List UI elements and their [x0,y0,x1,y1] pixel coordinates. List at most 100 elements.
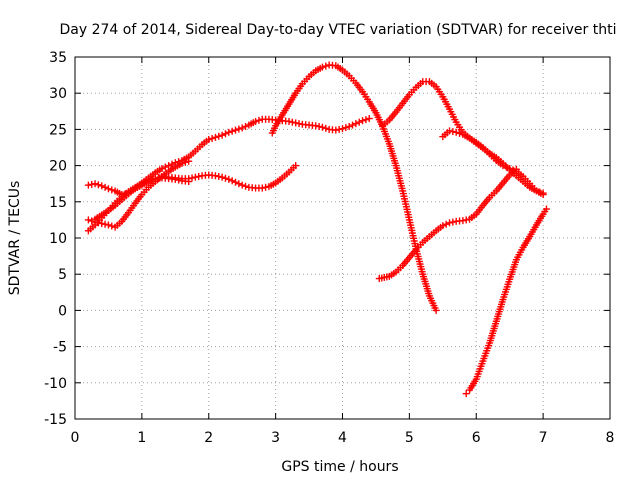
point-marker [355,118,363,126]
data-point [506,164,514,172]
data-series [84,162,300,199]
data-point [211,133,219,141]
point-marker [221,130,229,138]
x-tick-labels: 0 1 2 3 4 5 6 7 8 [71,430,615,446]
point-marker [255,116,263,124]
data-point [446,219,453,227]
data-series [462,205,550,398]
data-point [332,126,340,134]
data-point [258,184,266,192]
y-tick-label: -15 [44,412,67,428]
data-point [542,205,550,213]
chart-title: Day 274 of 2014, Sidereal Day-to-day VTE… [60,22,617,38]
data-point [532,187,540,195]
point-marker [462,216,470,224]
data-series [379,78,547,199]
data-point [232,126,239,134]
y-tick-label: 25 [49,122,67,138]
data-point [439,222,447,230]
x-tick-label: 1 [137,430,146,446]
point-marker [108,186,116,194]
x-axis-label: GPS time / hours [281,459,398,475]
data-point [352,120,360,128]
data-point [452,128,460,136]
data-point [205,136,213,144]
y-tick-labels: -15 -10 -5 0 5 10 15 20 25 30 35 [44,50,67,428]
point-marker [235,180,243,188]
point-marker [315,123,323,131]
data-point [318,63,326,71]
point-marker [362,116,370,124]
y-tick-label: 5 [58,267,67,283]
point-marker [322,62,330,70]
data-point [104,185,112,193]
point-marker [101,220,109,228]
point-marker [262,183,270,191]
x-tick-label: 2 [204,430,213,446]
point-marker [215,172,223,180]
data-marks [84,61,550,398]
data-point [165,162,173,170]
y-tick-label: 10 [49,231,67,247]
data-point [84,216,92,224]
x-tick-label: 6 [472,430,481,446]
y-tick-label: 35 [49,50,67,66]
point-marker [94,219,102,227]
x-tick-label: 0 [71,430,80,446]
point-marker [228,127,236,135]
data-point [539,189,547,197]
data-point [446,127,453,135]
data-point [98,182,106,190]
point-marker [349,121,357,129]
point-marker [342,124,350,132]
data-point [345,123,353,131]
data-point [91,180,99,188]
data-point [211,172,219,180]
data-point [225,128,233,136]
point-marker [235,125,243,133]
data-point [339,125,346,133]
data-point [238,181,246,189]
point-marker [208,134,216,142]
point-marker [161,163,169,171]
point-marker [175,176,183,184]
data-point [312,122,320,130]
point-marker [335,125,343,133]
data-point [359,117,367,125]
point-marker [108,222,116,230]
point-marker [188,174,196,182]
point-marker [322,124,330,132]
x-tick-label: 3 [271,430,280,446]
data-point [158,164,166,172]
data-point [365,115,373,123]
axis-ticks [74,56,611,420]
point-marker [449,218,457,226]
y-tick-label: -10 [44,376,67,392]
x-tick-label: 7 [539,430,548,446]
data-point [292,119,300,127]
point-marker [288,118,296,126]
y-tick-label: 30 [49,86,67,102]
y-tick-label: -5 [53,340,67,356]
y-tick-label: 15 [49,195,67,211]
data-point [462,390,470,398]
point-marker [228,177,236,185]
data-point [225,175,233,183]
data-point [252,117,260,125]
data-point [171,159,179,167]
point-marker [502,163,510,171]
data-point [285,117,293,125]
data-point [218,173,226,181]
data-point [432,306,440,314]
data-point [191,173,199,181]
data-series [268,61,440,314]
x-tick-label: 5 [405,430,414,446]
data-point [238,124,246,132]
data-point [292,162,300,170]
point-marker [295,120,303,128]
data-point [459,217,467,225]
data-series [84,157,193,231]
point-marker [221,174,229,182]
data-series [439,127,547,197]
data-point [171,175,179,183]
